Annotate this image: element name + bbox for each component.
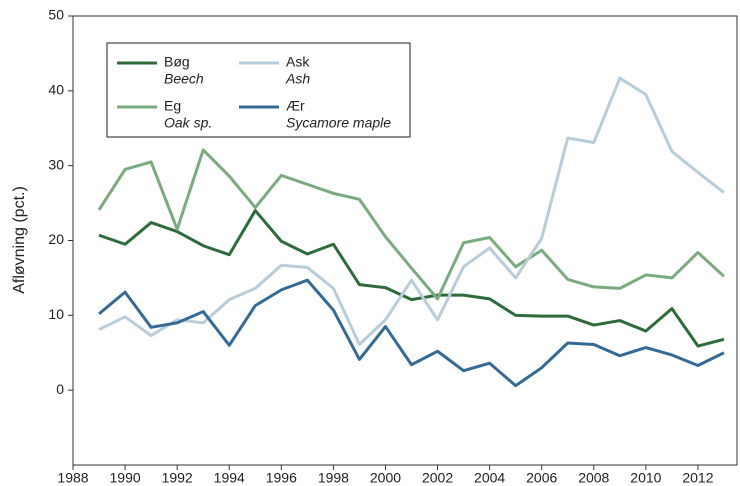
x-tick-label: 2000 (370, 470, 401, 486)
legend-sublabel: Sycamore maple (286, 115, 391, 131)
x-tick-label: 2010 (630, 470, 661, 486)
x-tick-label: 2002 (422, 470, 453, 486)
y-axis-label: Afløvning (pct.) (11, 186, 28, 294)
legend-label: Ær (286, 98, 305, 114)
legend-box (106, 42, 411, 138)
legend-sublabel: Oak sp. (164, 115, 212, 131)
legend-label: Bøg (164, 54, 190, 70)
x-tick-label: 2006 (526, 470, 557, 486)
x-tick-label: 1988 (57, 470, 88, 486)
y-tick-label: 10 (48, 306, 64, 322)
series-line (97, 148, 725, 301)
x-tick-label: 1994 (214, 470, 245, 486)
y-tick-label: 20 (48, 231, 64, 247)
y-tick-label: 40 (48, 82, 64, 98)
x-tick-label: 1992 (162, 470, 193, 486)
legend-sublabel: Ash (285, 71, 310, 87)
x-tick-label: 1996 (266, 470, 297, 486)
x-tick-label: 2008 (578, 470, 609, 486)
x-tick-label: 2004 (474, 470, 505, 486)
legend-sublabel: Beech (164, 71, 204, 87)
legend-label: Ask (286, 54, 310, 70)
x-tick-label: 1990 (110, 470, 141, 486)
series-line (98, 76, 725, 347)
y-tick-label: 50 (48, 7, 64, 23)
y-tick-label: 30 (48, 156, 64, 172)
y-tick-label: 0 (56, 381, 64, 397)
series-line (98, 209, 725, 348)
series-line (98, 278, 725, 388)
x-tick-label: 2012 (682, 470, 713, 486)
x-tick-label: 1998 (318, 470, 349, 486)
legend-label: Eg (164, 98, 181, 114)
